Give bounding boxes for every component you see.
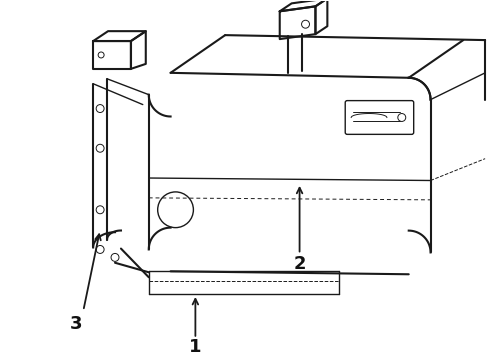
Text: 3: 3 [70,315,82,333]
FancyBboxPatch shape [345,100,414,134]
Text: 1: 1 [189,338,202,356]
Circle shape [96,246,104,253]
Circle shape [398,113,406,121]
Circle shape [96,206,104,214]
Circle shape [96,105,104,113]
Text: 2: 2 [294,255,306,273]
Circle shape [111,253,119,261]
Circle shape [96,144,104,152]
Circle shape [158,192,194,228]
Circle shape [301,20,310,28]
Circle shape [98,52,104,58]
